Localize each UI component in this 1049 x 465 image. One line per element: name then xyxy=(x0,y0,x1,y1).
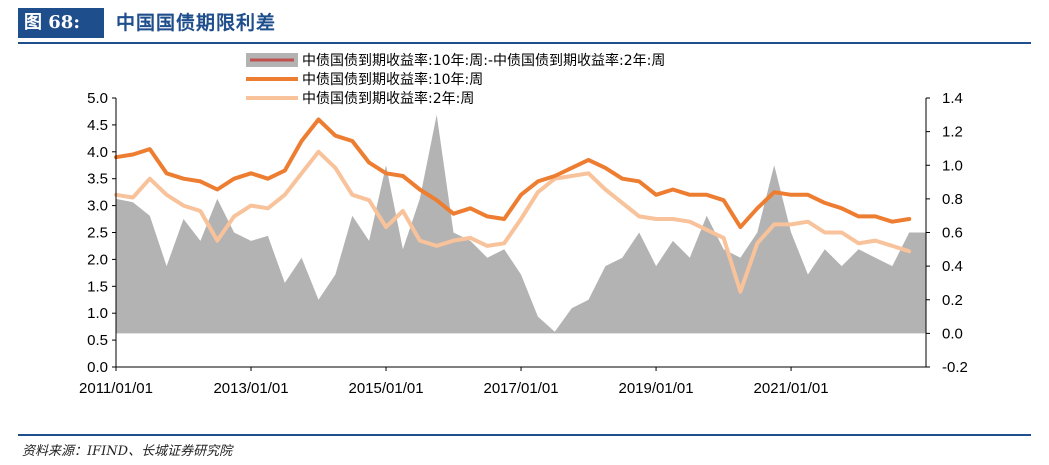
left-tick-label: 1.0 xyxy=(87,305,108,322)
yield-10y-line xyxy=(114,117,912,230)
right-tick-label: 1.4 xyxy=(942,90,963,107)
left-tick-label: 2.0 xyxy=(87,251,108,268)
legend-10y-label: 中债国债到期收益率:10年:周 xyxy=(302,71,483,88)
left-tick-label: 4.5 xyxy=(87,117,108,134)
figure-title: 中国国债期限利差 xyxy=(116,12,277,34)
left-tick-label: 3.0 xyxy=(87,198,108,215)
left-tick-label: 0.0 xyxy=(87,359,108,376)
left-tick-label: 0.5 xyxy=(87,332,108,349)
x-tick-label: 2019/01/01 xyxy=(619,380,694,397)
left-tick-label: 4.0 xyxy=(87,144,108,161)
x-tick-label: 2011/01/01 xyxy=(79,380,153,397)
right-tick-label: 0.0 xyxy=(942,325,963,342)
right-tick-label: 1.2 xyxy=(942,124,963,141)
right-tick-label: -0.2 xyxy=(942,359,968,376)
footer-rule xyxy=(18,434,1031,436)
right-tick-label: 0.4 xyxy=(942,258,963,275)
legend-spread-label: 中债国债到期收益率:10年:周:-中债国债到期收益率:2年:周 xyxy=(302,52,665,69)
x-tick-label: 2015/01/01 xyxy=(348,380,423,397)
left-tick-label: 3.5 xyxy=(87,171,108,188)
axis-layer: 0.0 0.5 1.0 1.5 2.0 2.5 3.0 3.5 4.0 4.5 5.0 -0.2 0.0… xyxy=(79,90,968,397)
spread-chart: 0.0 0.5 1.0 1.5 2.0 2.5 3.0 3.5 4.0 4.5 5.0 -0.2 0.0… xyxy=(79,52,968,397)
left-tick-label: 2.5 xyxy=(87,225,108,242)
right-tick-label: 1.0 xyxy=(942,157,963,174)
x-tick-label: 2013/01/01 xyxy=(213,380,288,397)
left-tick-label: 5.0 xyxy=(87,90,108,107)
source-note: 资料来源：IFIND、长城证券研究院 xyxy=(22,444,233,459)
title-rule xyxy=(18,42,1031,44)
right-tick-label: 0.2 xyxy=(942,292,963,309)
x-tick-label: 2021/01/01 xyxy=(754,380,829,397)
left-tick-label: 1.5 xyxy=(87,278,108,295)
line-layer xyxy=(114,117,912,294)
legend-2y-label: 中债国债到期收益率:2年:周 xyxy=(302,90,474,107)
x-tick-label: 2017/01/01 xyxy=(483,380,558,397)
right-tick-label: 0.8 xyxy=(942,191,963,208)
area-layer xyxy=(116,114,926,334)
right-tick-label: 0.6 xyxy=(942,225,963,242)
figure-number: 图 68: xyxy=(18,8,104,38)
legend: 中债国债到期收益率:10年:周:-中债国债到期收益率:2年:周中债国债到期收益率… xyxy=(246,52,665,107)
spread-area xyxy=(116,114,926,334)
yield-2y-line xyxy=(114,149,912,294)
